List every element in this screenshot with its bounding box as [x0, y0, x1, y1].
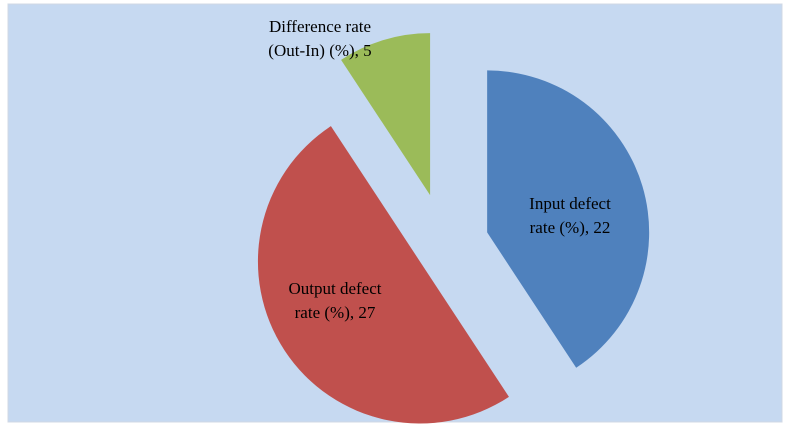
- pie-slice: [341, 33, 431, 196]
- data-label: Output defect rate (%), 27: [289, 279, 382, 322]
- pie-slice: [487, 70, 650, 368]
- pie-slice: [257, 126, 509, 424]
- data-label: Difference rate (Out-In) (%), 5: [268, 17, 371, 60]
- data-label: Input defect rate (%), 22: [529, 194, 611, 237]
